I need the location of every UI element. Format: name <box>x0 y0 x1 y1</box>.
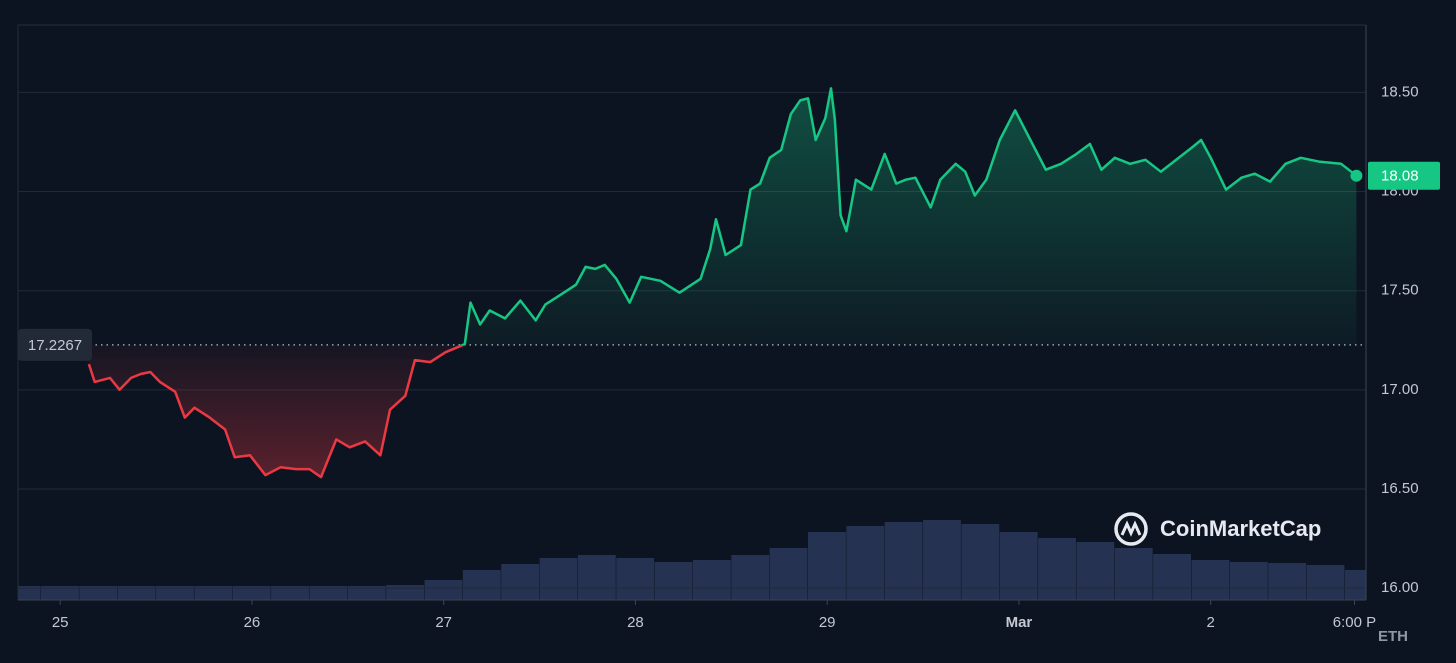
volume-bar <box>501 564 540 600</box>
price-line <box>87 87 1358 479</box>
volume-bar <box>1114 548 1153 600</box>
volume-bar <box>386 585 425 600</box>
volume-bar <box>1268 563 1307 600</box>
y-tick-label: 16.00 <box>1381 579 1419 596</box>
volume-bar <box>577 555 616 600</box>
watermark-logo <box>1114 512 1148 546</box>
volume-bar <box>194 586 233 600</box>
volume-bar <box>462 570 501 600</box>
volume-bar <box>1306 565 1345 600</box>
volume-bar <box>41 586 79 600</box>
watermark: CoinMarketCap <box>1114 512 1321 546</box>
x-tick-label: 2 <box>1207 614 1215 631</box>
last-price-label: 18.08 <box>1381 168 1419 185</box>
volume-bar <box>999 532 1038 600</box>
series-layer <box>87 87 1366 479</box>
watermark-text: CoinMarketCap <box>1160 516 1321 541</box>
volume-bar <box>1076 542 1115 600</box>
volume-bar <box>808 532 846 600</box>
volume-bar <box>884 522 923 600</box>
watermark-logo <box>1120 520 1142 537</box>
volume-bar <box>347 586 386 600</box>
volume-bar <box>424 580 463 600</box>
volume-bar <box>79 586 118 600</box>
last-price-box <box>1368 161 1440 190</box>
volume-bar <box>539 558 578 600</box>
x-tick-label: Mar <box>1006 614 1033 631</box>
volume-bar <box>769 548 808 600</box>
volume-bar <box>156 586 194 600</box>
volume-bar <box>692 560 731 600</box>
last-point <box>1350 169 1363 182</box>
x-tick-label: 28 <box>627 614 644 631</box>
volume-bar <box>1344 570 1366 600</box>
volume-bar <box>18 586 41 600</box>
x-tick-label: 25 <box>52 614 69 631</box>
price-area <box>88 88 1357 478</box>
volume-bar <box>232 586 271 600</box>
y-tick-label: 18.50 <box>1381 83 1419 100</box>
volume-bar <box>616 558 655 600</box>
x-tick-label: 6:00 P <box>1333 614 1376 631</box>
volume-bar <box>846 526 885 600</box>
volume-bar <box>117 586 156 600</box>
volume-bar <box>1153 554 1192 600</box>
volume-bar <box>654 562 693 600</box>
baseline-label: 17.2267 <box>28 337 82 354</box>
currency-label: ETH <box>1378 628 1408 645</box>
baseline-label-box <box>18 328 92 361</box>
volume-layer <box>18 520 1366 600</box>
volume-bar <box>961 524 1000 600</box>
x-tick-label: 27 <box>435 614 452 631</box>
y-tick-label: 17.00 <box>1381 381 1419 398</box>
y-tick-label: 17.50 <box>1381 282 1419 299</box>
volume-bar <box>923 520 961 600</box>
y-tick-label: 16.50 <box>1381 480 1419 497</box>
volume-bar <box>731 555 770 600</box>
x-tick-label: 29 <box>819 614 836 631</box>
volume-bar <box>1191 560 1230 600</box>
volume-bar <box>309 586 348 600</box>
x-tick-label: 26 <box>244 614 261 631</box>
volume-bar <box>1038 538 1076 600</box>
volume-bar <box>1229 562 1268 600</box>
volume-bar <box>271 586 309 600</box>
